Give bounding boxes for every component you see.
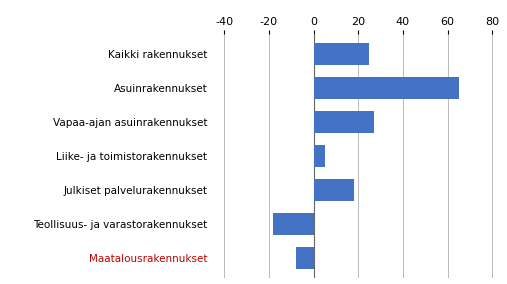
Bar bbox=[313, 43, 370, 65]
Bar bbox=[313, 111, 374, 133]
Bar bbox=[273, 213, 313, 235]
Bar bbox=[313, 145, 324, 167]
Bar bbox=[296, 247, 313, 269]
Bar bbox=[313, 179, 354, 201]
Bar bbox=[313, 77, 459, 99]
